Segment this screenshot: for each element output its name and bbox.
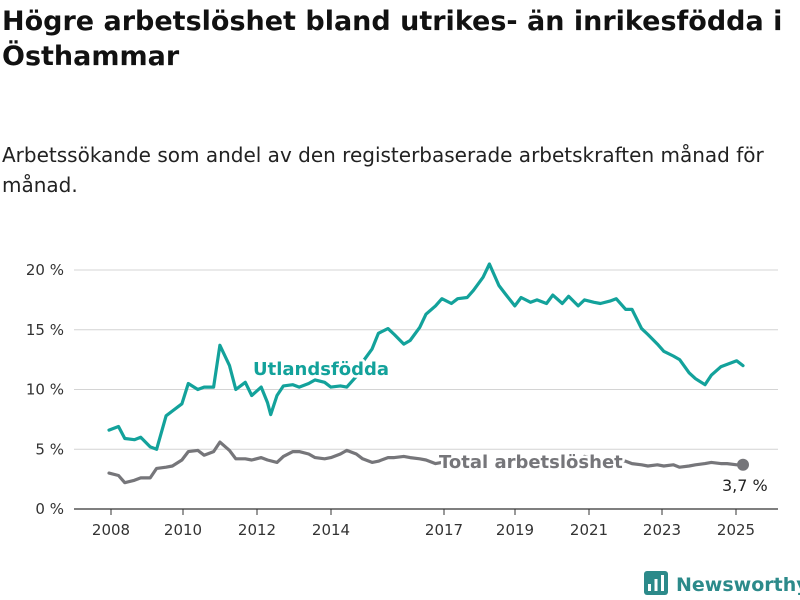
- x-tick-label: 2012: [238, 521, 276, 539]
- utlandsfodda-line: [107, 262, 745, 451]
- bar-chart-icon: [644, 571, 668, 599]
- y-tick-label: 10 %: [26, 381, 64, 399]
- x-tick-label: 2017: [425, 521, 463, 539]
- grid-lines: [74, 269, 778, 450]
- x-tick-label: 2019: [496, 521, 534, 539]
- y-tick-label: 20 %: [26, 261, 64, 279]
- chart-title: Högre arbetslöshet bland utrikes- än inr…: [2, 6, 783, 72]
- x-tick-label: 2021: [570, 521, 608, 539]
- x-axis: 2008 2010 2012 2014 2017 2019 2021 2023 2025: [74, 508, 778, 539]
- x-tick-label: 2008: [92, 521, 130, 539]
- annotations: Utlandsfödda Total arbetslöshet 3,7 %: [251, 357, 768, 496]
- x-tick-label: 2010: [164, 521, 202, 539]
- chart-subtitle: Arbetssökande som andel av den registerb…: [2, 143, 764, 197]
- last-value-marker: [737, 458, 749, 471]
- utlandsfodda-label: Utlandsfödda: [253, 359, 389, 380]
- total-arbetsloshet-line: [582, 454, 745, 469]
- x-tick-label: 2025: [717, 521, 755, 539]
- y-axis: 0 % 5 % 10 % 15 % 20 %: [26, 261, 64, 518]
- last-value-label: 3,7 %: [722, 476, 768, 495]
- brand-name: Newsworthy: [676, 574, 800, 596]
- y-tick-label: 0 %: [35, 500, 64, 518]
- total-arbetsloshet-label: Total arbetslöshet: [439, 452, 623, 473]
- series-lines: [107, 262, 745, 485]
- y-tick-label: 5 %: [35, 440, 64, 458]
- total-arbetsloshet-line: [107, 440, 460, 485]
- y-tick-label: 15 %: [26, 321, 64, 339]
- x-tick-label: 2023: [643, 521, 681, 539]
- newsworthy-logo[interactable]: Newsworthy: [644, 570, 800, 600]
- x-tick-label: 2014: [312, 521, 350, 539]
